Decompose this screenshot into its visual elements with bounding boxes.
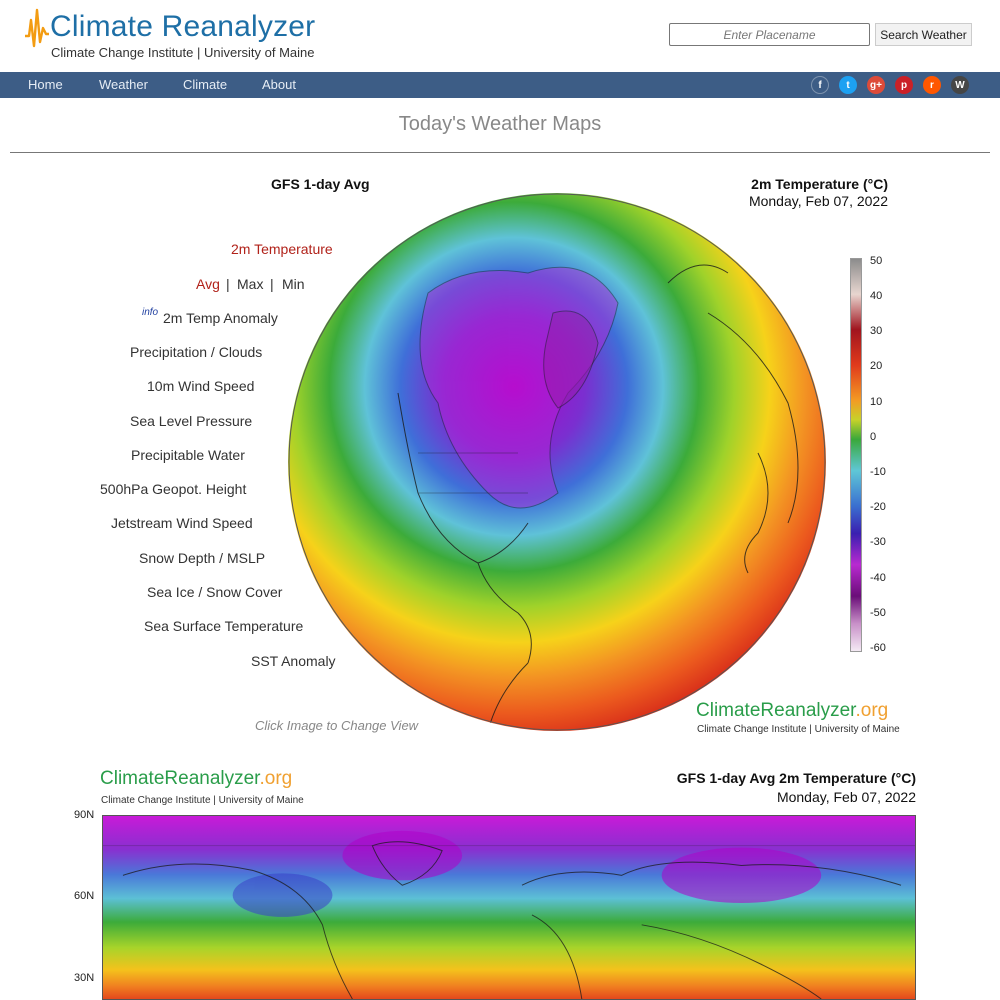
menu-avg[interactable]: Avg	[196, 276, 220, 292]
menu-10m-wind-speed[interactable]: 10m Wind Speed	[147, 378, 255, 394]
colorbar-tick: -30	[870, 536, 886, 548]
menu-info-link[interactable]: info	[142, 307, 159, 318]
brand-logo: ClimateReanalyzer.org	[696, 700, 889, 721]
lat-label: 60N	[74, 890, 95, 902]
menu-separator: |	[270, 276, 274, 292]
nav-about[interactable]: About	[262, 77, 296, 92]
colorbar-tick: -60	[870, 642, 886, 654]
map-brand-subtitle: Climate Change Institute | University of…	[101, 795, 304, 806]
lat-label: 30N	[74, 972, 95, 984]
nav-home[interactable]: Home	[28, 77, 63, 92]
menu-sea-level-pressure[interactable]: Sea Level Pressure	[130, 413, 253, 429]
colorbar-tick: 30	[870, 325, 883, 337]
menu-max[interactable]: Max	[237, 276, 264, 292]
globe-date-label: Monday, Feb 07, 2022	[748, 193, 888, 209]
temperature-colorbar	[850, 258, 862, 652]
menu-precipitable-water[interactable]: Precipitable Water	[131, 447, 245, 463]
twitter-icon[interactable]: t	[839, 76, 857, 94]
site-header: Climate Reanalyzer Climate Change Instit…	[0, 0, 1000, 72]
colorbar-tick: -50	[870, 607, 886, 619]
nav-climate[interactable]: Climate	[183, 77, 228, 92]
wordpress-icon[interactable]: W	[951, 76, 969, 94]
colorbar-tick: -40	[870, 572, 886, 584]
facebook-icon[interactable]: f	[811, 76, 829, 94]
pinterest-icon[interactable]: p	[895, 76, 913, 94]
colorbar-tick: 0	[870, 431, 877, 443]
colorbar-tick: -10	[870, 466, 886, 478]
page-title: Today's Weather Maps	[398, 113, 602, 135]
colorbar-tick: 20	[870, 360, 883, 372]
colorbar-tick: -20	[870, 501, 886, 513]
menu-min[interactable]: Min	[282, 276, 305, 292]
globe-variable-label: 2m Temperature (°C)	[751, 176, 888, 192]
menu-2m-temperature[interactable]: 2m Temperature	[231, 241, 333, 257]
menu-sst-anomaly[interactable]: SST Anomaly	[251, 653, 336, 669]
logo-subtitle: Climate Change Institute | University of…	[51, 45, 315, 60]
menu-jetstream-wind-speed[interactable]: Jetstream Wind Speed	[111, 515, 253, 531]
search-weather-button[interactable]: Search Weather	[875, 23, 972, 46]
colorbar-tick: 10	[870, 396, 883, 408]
click-image-hint: Click Image to Change View	[255, 718, 419, 733]
lat-label: 90N	[74, 809, 95, 821]
logo-title[interactable]: Climate Reanalyzer	[50, 10, 316, 43]
colorbar-tick: 50	[870, 255, 883, 267]
menu-sea-ice-snow-cover[interactable]: Sea Ice / Snow Cover	[147, 584, 283, 600]
menu-snow-depth-mslp[interactable]: Snow Depth / MSLP	[139, 550, 266, 566]
logo-wave-icon	[25, 8, 49, 48]
map-title: GFS 1-day Avg 2m Temperature (°C)	[676, 770, 916, 786]
main-nav: Home Weather Climate About f t g+ p r W	[0, 72, 1000, 98]
menu-separator: |	[226, 276, 230, 292]
brand-subtitle: Climate Change Institute | University of…	[697, 724, 900, 735]
menu-precipitation-clouds[interactable]: Precipitation / Clouds	[130, 344, 263, 360]
map-brand-logo: ClimateReanalyzer.org	[100, 768, 293, 789]
globe-model-label: GFS 1-day Avg	[271, 176, 370, 192]
menu-sea-surface-temperature[interactable]: Sea Surface Temperature	[144, 618, 304, 634]
placename-search-input[interactable]	[669, 23, 870, 46]
menu-500hpa-geopot-height[interactable]: 500hPa Geopot. Height	[100, 481, 247, 497]
world-temperature-map[interactable]	[102, 815, 916, 1000]
reddit-icon[interactable]: r	[923, 76, 941, 94]
map-date: Monday, Feb 07, 2022	[776, 789, 916, 805]
menu-2m-temp-anomaly[interactable]: 2m Temp Anomaly	[163, 310, 278, 326]
globe-temperature-map[interactable]	[288, 193, 826, 731]
colorbar-tick: 40	[870, 290, 883, 302]
title-divider	[10, 152, 990, 153]
google-plus-icon[interactable]: g+	[867, 76, 885, 94]
nav-weather[interactable]: Weather	[99, 77, 148, 92]
